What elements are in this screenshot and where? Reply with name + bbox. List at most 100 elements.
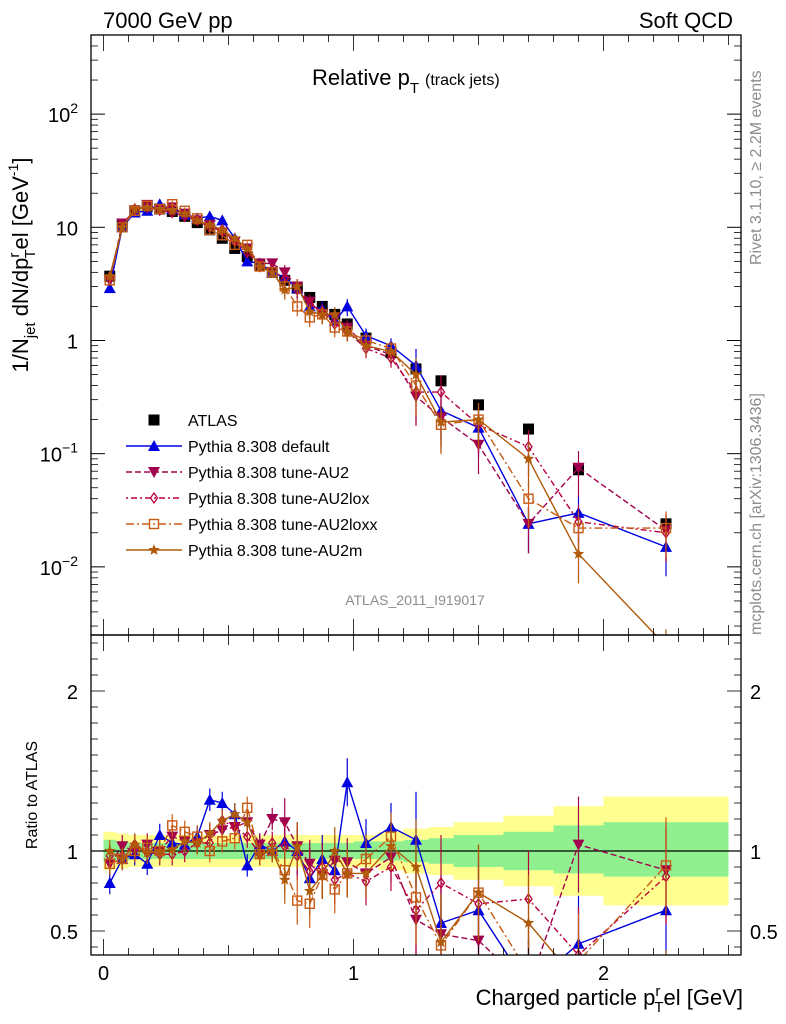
ratio-point xyxy=(179,835,191,847)
legend-marker xyxy=(148,467,160,478)
ratio-point xyxy=(167,820,178,831)
data-point xyxy=(304,305,316,317)
legend-label: ATLAS xyxy=(188,413,238,430)
data-point xyxy=(103,282,116,294)
y-tick-label: 10−2 xyxy=(40,553,78,580)
legend-marker xyxy=(148,544,160,555)
y-tick-label: 102 xyxy=(48,100,78,127)
y-tick-label: 1 xyxy=(67,331,78,353)
data-point xyxy=(204,218,216,230)
ylabel-a: 1/N xyxy=(8,338,33,372)
data-point xyxy=(141,201,153,213)
ylabel-g: -1 xyxy=(5,163,21,176)
data-point xyxy=(572,462,585,474)
legend-marker xyxy=(148,440,160,451)
data-point xyxy=(523,493,534,504)
data-point xyxy=(572,548,585,559)
legend-label: Pythia 8.308 tune-AU2m xyxy=(188,543,362,560)
ratio-point xyxy=(242,830,252,843)
ratio-point xyxy=(435,936,447,948)
y-tick-label: 10 xyxy=(56,218,78,240)
ratio-point xyxy=(116,853,128,864)
ratio-point xyxy=(229,833,240,844)
legend-entry: Pythia 8.308 tune-AU2lox xyxy=(126,491,369,508)
legend-entry: ATLAS xyxy=(148,413,238,430)
data-point xyxy=(523,423,534,435)
mcplots-label: mcplots.cern.ch [arXiv:1306.3436] xyxy=(748,393,765,635)
series-line xyxy=(109,203,666,529)
legend-marker xyxy=(148,518,160,530)
ratio-y-tick-label-right: 1 xyxy=(750,842,761,864)
ratio-point xyxy=(129,838,141,850)
data-point xyxy=(216,223,228,235)
series-line xyxy=(109,206,657,635)
data-point xyxy=(191,214,203,226)
legend-label: Pythia 8.308 tune-AU2lox xyxy=(188,491,369,508)
legend-entry: Pythia 8.308 tune-AU2 xyxy=(126,465,349,482)
data-point xyxy=(316,308,328,320)
series-5 xyxy=(104,201,667,635)
data-point xyxy=(116,221,128,233)
ratio-point xyxy=(204,845,215,857)
ratio-series-4 xyxy=(104,803,667,955)
ratio-point xyxy=(166,843,178,855)
x-axis-label: Charged particle pr Tel [GeV] xyxy=(476,983,743,1016)
ratio-point xyxy=(254,848,266,860)
ratio-line xyxy=(109,805,667,955)
data-point xyxy=(292,301,303,312)
series-line xyxy=(109,204,667,531)
rivet-label: Rivet 3.1.10, ≥ 2.2M events xyxy=(748,70,765,265)
main-plot-area xyxy=(103,198,672,635)
xlabel-d: el [GeV] xyxy=(664,985,743,1010)
legend-marker xyxy=(148,414,160,426)
header-left: 7000 GeV pp xyxy=(103,8,233,33)
legend-label: Pythia 8.308 tune-AU2 xyxy=(188,465,349,482)
ratio-point xyxy=(141,846,153,858)
ratio-point xyxy=(472,886,485,898)
ratio-y-label: Ratio to ATLAS xyxy=(24,741,41,849)
ratio-point xyxy=(103,877,116,888)
ratio-y-tick-label: 1 xyxy=(67,842,78,864)
ratio-point xyxy=(574,948,583,955)
legend: ATLAS Pythia 8.308 default Pythia 8.308 tu… xyxy=(126,413,377,560)
ratio-point xyxy=(660,860,672,871)
data-point xyxy=(179,207,191,219)
main-y-ticks: 10−2 10−1 1 10 102 xyxy=(40,34,741,627)
data-point xyxy=(386,351,396,365)
data-point xyxy=(104,270,116,281)
ratio-point xyxy=(524,968,533,977)
data-point xyxy=(129,203,141,214)
legend-entry: Pythia 8.308 tune-AU2m xyxy=(126,543,362,560)
data-point xyxy=(254,260,266,272)
ratio-point xyxy=(341,776,354,788)
data-point xyxy=(166,204,178,216)
data-point xyxy=(522,452,535,464)
ratio-point xyxy=(203,793,216,805)
main-y-label: 1/Njet dN/dprTel [GeV-1] xyxy=(5,157,39,372)
ratio-point xyxy=(216,797,229,808)
xlabel-c: T xyxy=(654,999,663,1016)
ylabel-f: el [GeV xyxy=(8,176,33,250)
analysis-label: ATLAS_2011_I919017 xyxy=(345,592,485,608)
ratio-y-tick-label-right: 0.5 xyxy=(750,922,778,944)
ratio-panel: 0.5 0.5 1 1 2 2 0 1 2 Ratio to ATLAS Charged pa… xyxy=(24,634,778,1016)
ratio-frame xyxy=(90,634,742,956)
data-point xyxy=(291,280,303,292)
ratio-x-ticks: 0 1 2 xyxy=(98,635,729,985)
legend-entry: Pythia 8.308 tune-AU2loxx xyxy=(126,517,377,534)
series-3 xyxy=(105,201,671,563)
ratio-point xyxy=(316,869,328,880)
data-point xyxy=(266,266,278,278)
x-tick-label: 0 xyxy=(98,963,109,985)
ratio-point xyxy=(291,840,303,852)
ratio-line xyxy=(109,813,557,955)
ratio-point xyxy=(154,845,166,856)
data-point xyxy=(241,255,254,267)
ylabel-h: ] xyxy=(8,157,33,163)
ratio-point xyxy=(266,845,278,856)
ratio-point xyxy=(410,861,422,872)
x-tick-label: 1 xyxy=(348,963,359,985)
ratio-point xyxy=(241,816,253,828)
y-tick-label: 10−1 xyxy=(40,440,78,467)
